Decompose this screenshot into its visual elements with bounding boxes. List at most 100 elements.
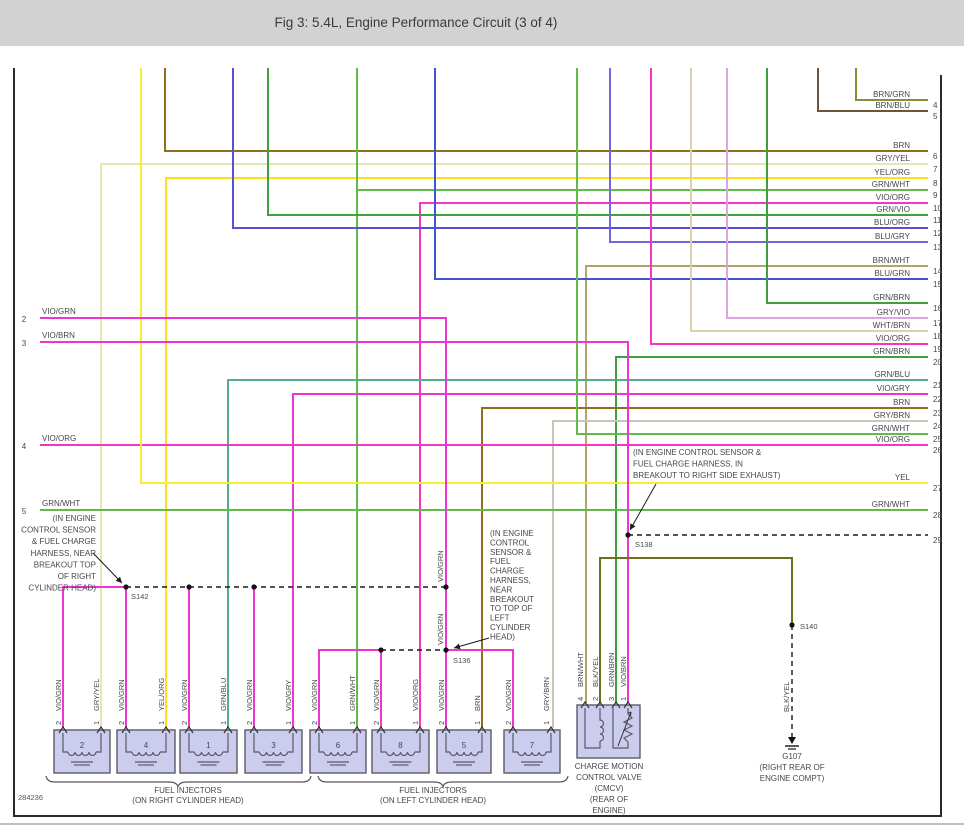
annotation-middle: HARNESS, — [490, 576, 531, 585]
wire-vio_gry — [292, 393, 928, 728]
wire-label-vertical: BLK/YEL — [782, 682, 791, 712]
circuit-number-23: 23 — [933, 409, 942, 418]
annotation-middle: CYLINDER — [490, 623, 531, 632]
page-title: Fig 3: 5.4L, Engine Performance Circuit … — [274, 15, 558, 30]
circuit-number-12: 12 — [933, 229, 942, 238]
left-head-brace — [317, 775, 569, 788]
wire-label-vertical: VIO/GRY — [284, 680, 293, 711]
annotation-left: BREAKOUT TOP — [34, 560, 96, 569]
injector-internal-wire — [287, 733, 294, 753]
annotation-middle: HEAD) — [490, 632, 515, 641]
circuit-number-10: 10 — [933, 204, 942, 213]
circuit-number-left-4: 4 — [22, 442, 27, 451]
wire-label-right-23: BRN — [893, 398, 910, 407]
junction-dot — [251, 584, 257, 590]
ground-id: G107 — [782, 752, 802, 761]
wire-blu_gry — [609, 68, 928, 243]
injector-number-1: 1 — [206, 741, 211, 750]
wire-label-right-26: VIO/ORG — [876, 435, 910, 444]
wire-grn_wht — [576, 68, 928, 435]
cmcv-pin-number: 2 — [591, 697, 600, 701]
pin-arrow-icon — [352, 725, 362, 734]
wire-brn_wht — [585, 265, 928, 703]
pin-number: 2 — [180, 721, 189, 725]
injector-number-8: 8 — [398, 741, 403, 750]
cmcv-label: (REAR OF — [590, 795, 628, 804]
wire-label-vertical: GRN/BRN — [607, 652, 616, 687]
annotation-arrow — [453, 637, 490, 650]
wire-label-vertical: VIO/GRN — [372, 679, 381, 711]
diagram-border — [13, 68, 942, 817]
annotation-middle: (IN ENGINE — [490, 529, 534, 538]
wire-label-right-21: GRN/BLU — [874, 370, 910, 379]
wire-label-vertical: VIO/GRN — [436, 550, 445, 582]
wire-vio_brn — [40, 341, 629, 703]
annotation-middle: SENSOR & — [490, 548, 532, 557]
pin-number: 2 — [437, 721, 446, 725]
wire-label-right-4: BRN/GRN — [873, 90, 910, 99]
variable-resistor-arrow-icon — [617, 711, 632, 747]
injector-number-2: 2 — [80, 741, 85, 750]
wire-label-vertical: VIO/GRN — [437, 679, 446, 711]
wire-label-right-27: YEL — [895, 473, 911, 482]
wire-blu_grn — [434, 68, 928, 280]
wire-vio_grn — [62, 586, 126, 728]
annotation-arrow — [629, 483, 657, 531]
wire-label-right-12: BLU/ORG — [874, 218, 910, 227]
pin-arrow-icon — [249, 725, 259, 734]
injector-number-3: 3 — [271, 741, 276, 750]
circuit-number-21: 21 — [933, 381, 942, 390]
wire-label-vertical: BLK/YEL — [591, 657, 600, 687]
wire-wht_brn — [690, 68, 928, 332]
pin-arrow-icon — [415, 725, 425, 734]
ground-arrow-icon — [788, 737, 796, 744]
junction-dot — [789, 622, 795, 628]
circuit-number-6: 6 — [933, 152, 938, 161]
circuit-number-24: 24 — [933, 422, 942, 431]
cmcv-coil-symbol — [599, 708, 605, 742]
injector-internal-wire — [96, 733, 102, 753]
injector-internal-wire — [160, 733, 167, 753]
wire-gry_vio — [726, 68, 928, 319]
injector-group-caption: (ON RIGHT CYLINDER HEAD) — [132, 796, 244, 805]
circuit-number-14: 14 — [933, 267, 942, 276]
annotation-middle: TO TOP OF — [490, 604, 533, 613]
pin-number: 1 — [542, 721, 551, 725]
wire-vio_grn — [446, 649, 514, 728]
pin-arrow-icon — [184, 725, 194, 734]
wire-label-right-14: BRN/WHT — [873, 256, 910, 265]
pin-number: 1 — [473, 721, 482, 725]
pin-number: 1 — [92, 721, 101, 725]
wire-blk_yel — [599, 557, 793, 703]
injector-internal-wire — [512, 733, 518, 753]
pin-number: 2 — [310, 721, 319, 725]
injector-internal-wire — [546, 733, 552, 753]
injector-internal-wire — [478, 733, 483, 753]
cmcv-internal-wire — [612, 708, 629, 749]
wire-brn — [481, 407, 928, 728]
injector-internal-wire — [352, 733, 358, 753]
circuit-number-27: 27 — [933, 484, 942, 493]
circuit-number-20: 20 — [933, 358, 942, 367]
wire-label-right-22: VIO/GRY — [877, 384, 911, 393]
wire-vio_grn — [40, 317, 447, 728]
wire-yel — [140, 68, 928, 484]
ground-label: ENGINE COMPT) — [760, 774, 825, 783]
circuit-number-left-5: 5 — [22, 507, 27, 516]
annotation-right: FUEL CHARGE HARNESS, IN — [633, 460, 743, 469]
pin-arrow-icon — [477, 725, 487, 734]
wire-label-right-19: VIO/ORG — [876, 334, 910, 343]
wire-label-vertical: VIO/GRN — [54, 679, 63, 711]
wire-grn_brn — [766, 68, 928, 304]
splice-label-S138: S138 — [635, 540, 653, 549]
junction-dot — [625, 532, 631, 538]
annotation-left: & FUEL CHARGE — [32, 537, 96, 546]
wire-vio_org — [419, 202, 928, 728]
cmcv-label: CHARGE MOTION — [575, 762, 644, 771]
wire-label-vertical: VIO/ORG — [411, 679, 420, 711]
pin-number: 2 — [504, 721, 513, 725]
wire-label-right-24: GRY/BRN — [874, 411, 911, 420]
annotation-right: (IN ENGINE CONTROL SENSOR & — [633, 448, 762, 457]
annotation-left: OF RIGHT — [58, 572, 96, 581]
